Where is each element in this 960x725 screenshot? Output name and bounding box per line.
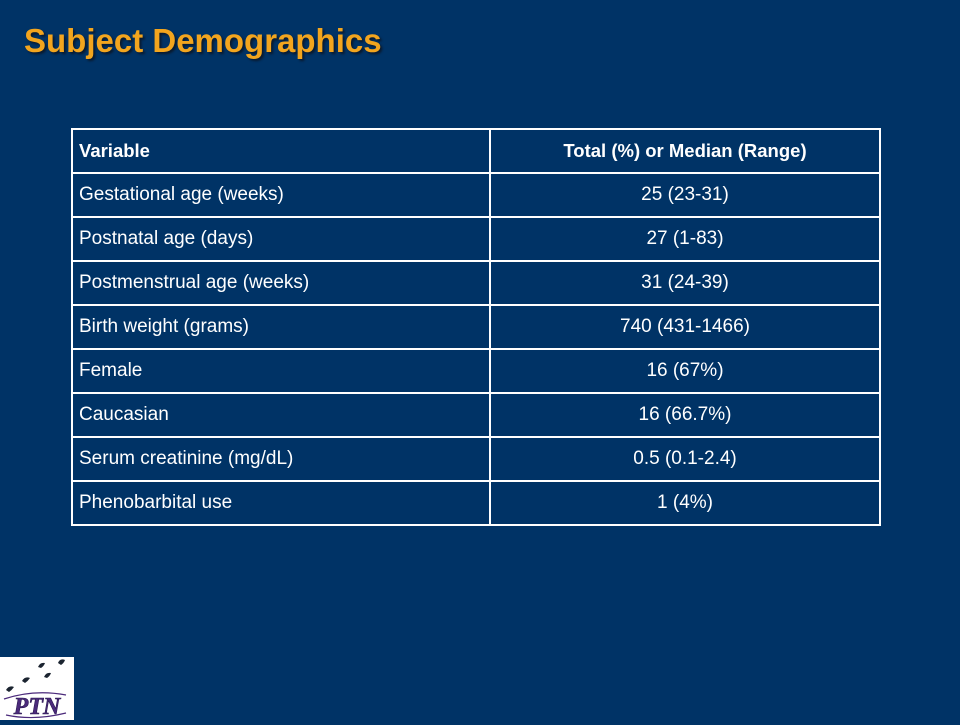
table-row: Birth weight (grams) 740 (431-1466) — [71, 304, 881, 350]
table-header-row: Variable Total (%) or Median (Range) — [71, 128, 881, 174]
variable-cell: Gestational age (weeks) — [71, 172, 491, 218]
table-row: Postnatal age (days) 27 (1-83) — [71, 216, 881, 262]
demographics-table: Variable Total (%) or Median (Range) Ges… — [71, 128, 881, 526]
value-cell: 16 (66.7%) — [489, 392, 881, 438]
footprint-icon — [38, 662, 45, 668]
table-row: Serum creatinine (mg/dL) 0.5 (0.1-2.4) — [71, 436, 881, 482]
value-cell: 16 (67%) — [489, 348, 881, 394]
column-header-total: Total (%) or Median (Range) — [489, 128, 881, 174]
value-cell: 0.5 (0.1-2.4) — [489, 436, 881, 482]
variable-cell: Female — [71, 348, 491, 394]
table-row: Female 16 (67%) — [71, 348, 881, 394]
logo-text: PTN — [13, 694, 62, 720]
value-cell: 31 (24-39) — [489, 260, 881, 306]
variable-cell: Serum creatinine (mg/dL) — [71, 436, 491, 482]
variable-cell: Postmenstrual age (weeks) — [71, 260, 491, 306]
footprint-icon — [58, 659, 65, 665]
footprint-icon — [22, 677, 30, 683]
value-cell: 1 (4%) — [489, 480, 881, 526]
footprint-icon — [44, 672, 51, 678]
table-row: Gestational age (weeks) 25 (23-31) — [71, 172, 881, 218]
variable-cell: Caucasian — [71, 392, 491, 438]
variable-cell: Postnatal age (days) — [71, 216, 491, 262]
table-row: Postmenstrual age (weeks) 31 (24-39) — [71, 260, 881, 306]
ptn-logo-graphic: PTN — [3, 659, 67, 720]
value-cell: 27 (1-83) — [489, 216, 881, 262]
column-header-variable: Variable — [71, 128, 491, 174]
slide-title: Subject Demographics — [24, 22, 382, 59]
value-cell: 25 (23-31) — [489, 172, 881, 218]
variable-cell: Phenobarbital use — [71, 480, 491, 526]
footprint-icon — [6, 686, 14, 692]
variable-cell: Birth weight (grams) — [71, 304, 491, 350]
ptn-logo: PTN — [0, 657, 74, 720]
table-row: Caucasian 16 (66.7%) — [71, 392, 881, 438]
table-row: Phenobarbital use 1 (4%) — [71, 480, 881, 526]
value-cell: 740 (431-1466) — [489, 304, 881, 350]
footprint-icons — [6, 659, 65, 692]
